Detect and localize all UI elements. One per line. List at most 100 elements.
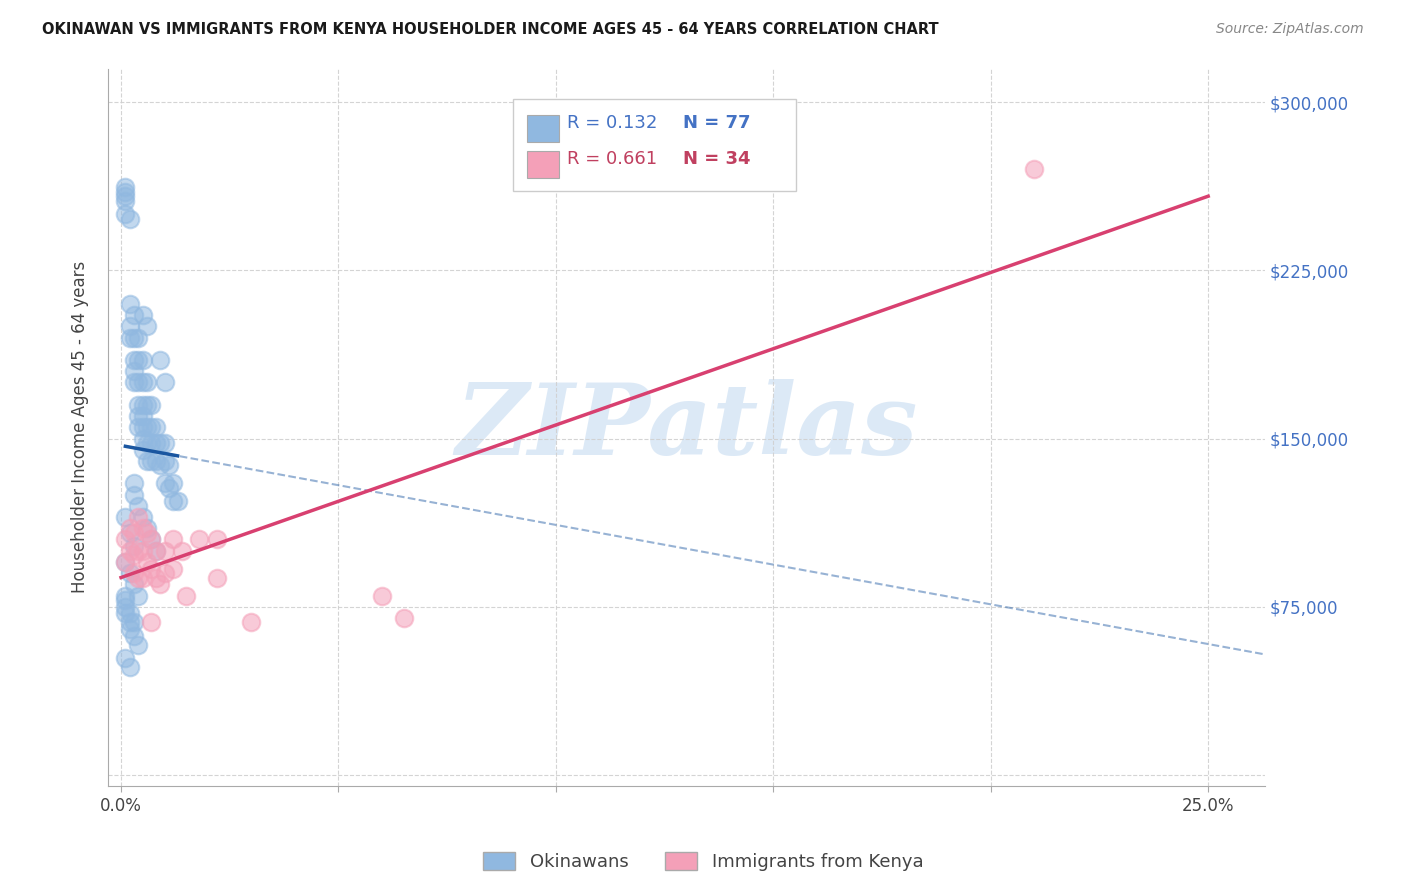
Point [149, 577, 172, 591]
Point [153, 476, 176, 491]
Point [145, 454, 167, 468]
Point [122, 487, 145, 501]
Point [122, 548, 145, 562]
Point [118, 525, 141, 540]
Point [127, 571, 149, 585]
Point [118, 566, 141, 580]
Point [149, 436, 172, 450]
Point [141, 561, 163, 575]
Point [141, 454, 163, 468]
Point [118, 615, 141, 630]
Point [132, 543, 155, 558]
Point [122, 629, 145, 643]
Text: Source: ZipAtlas.com: Source: ZipAtlas.com [1216, 22, 1364, 37]
Point [114, 185, 136, 199]
Point [153, 566, 176, 580]
Point [114, 651, 136, 665]
FancyBboxPatch shape [527, 151, 560, 178]
Point [166, 494, 188, 508]
Point [132, 571, 155, 585]
Point [136, 376, 159, 390]
Point [141, 398, 163, 412]
Y-axis label: Householder Income Ages 45 - 64 years: Householder Income Ages 45 - 64 years [72, 261, 89, 593]
Point [141, 533, 163, 547]
Point [127, 638, 149, 652]
Point [127, 420, 149, 434]
Point [174, 589, 197, 603]
Point [127, 376, 149, 390]
Point [145, 543, 167, 558]
Point [122, 476, 145, 491]
Point [136, 454, 159, 468]
Point [157, 458, 180, 473]
Point [118, 331, 141, 345]
Point [122, 539, 145, 553]
Point [122, 331, 145, 345]
Point [162, 561, 184, 575]
Point [153, 436, 176, 450]
Point [132, 353, 155, 368]
Point [1024, 162, 1046, 177]
Point [188, 533, 211, 547]
Legend: Okinawans, Immigrants from Kenya: Okinawans, Immigrants from Kenya [475, 845, 931, 879]
Point [153, 543, 176, 558]
Point [122, 577, 145, 591]
Point [132, 521, 155, 535]
Point [118, 211, 141, 226]
Point [127, 398, 149, 412]
Point [122, 525, 145, 540]
Point [141, 533, 163, 547]
Text: N = 77: N = 77 [683, 114, 751, 132]
Point [127, 353, 149, 368]
Point [114, 599, 136, 614]
Point [118, 543, 141, 558]
Point [145, 571, 167, 585]
Point [136, 555, 159, 569]
Point [122, 615, 145, 630]
Point [149, 353, 172, 368]
FancyBboxPatch shape [513, 99, 796, 191]
Point [127, 510, 149, 524]
Point [114, 607, 136, 621]
Point [205, 571, 228, 585]
Point [132, 376, 155, 390]
Point [122, 364, 145, 378]
Point [141, 420, 163, 434]
Point [118, 660, 141, 674]
Point [114, 194, 136, 208]
Point [114, 589, 136, 603]
Point [371, 589, 394, 603]
Point [136, 436, 159, 450]
Point [240, 615, 263, 630]
Point [141, 615, 163, 630]
Point [114, 207, 136, 221]
Point [136, 319, 159, 334]
Point [205, 533, 228, 547]
Point [157, 481, 180, 495]
Point [149, 458, 172, 473]
FancyBboxPatch shape [527, 115, 560, 143]
Point [162, 533, 184, 547]
Point [114, 555, 136, 569]
Point [114, 555, 136, 569]
Point [127, 409, 149, 424]
Point [136, 420, 159, 434]
Point [132, 409, 155, 424]
Point [118, 319, 141, 334]
Point [132, 420, 155, 434]
Point [132, 398, 155, 412]
Point [132, 308, 155, 322]
Point [122, 566, 145, 580]
Text: R = 0.132: R = 0.132 [567, 114, 658, 132]
Text: R = 0.661: R = 0.661 [567, 151, 658, 169]
Text: N = 34: N = 34 [683, 151, 751, 169]
Point [136, 521, 159, 535]
Point [118, 521, 141, 535]
Point [136, 525, 159, 540]
Point [392, 611, 415, 625]
Point [145, 420, 167, 434]
Point [153, 454, 176, 468]
Point [153, 376, 176, 390]
Point [127, 499, 149, 513]
Point [162, 476, 184, 491]
